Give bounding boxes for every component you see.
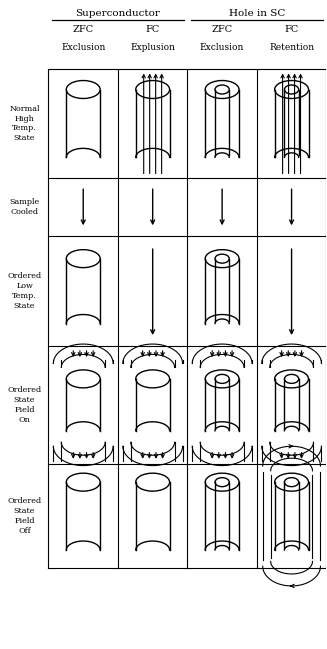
Bar: [66, 482, 100, 550]
Text: Ordered
State
Field
Off: Ordered State Field Off: [8, 497, 42, 535]
Text: ZFC: ZFC: [73, 25, 94, 34]
Text: Sample
Cooled: Sample Cooled: [9, 199, 40, 216]
Bar: [66, 259, 100, 323]
Bar: [275, 90, 308, 157]
Bar: [205, 90, 239, 157]
Text: Ordered
Low
Temp.
State: Ordered Low Temp. State: [8, 273, 42, 310]
Text: Retention: Retention: [269, 43, 314, 52]
Text: Ordered
State
Field
On: Ordered State Field On: [8, 386, 42, 424]
Bar: [205, 379, 239, 431]
Bar: [205, 482, 239, 550]
Text: Exclusion: Exclusion: [61, 43, 105, 52]
Text: Explusion: Explusion: [130, 43, 175, 52]
Bar: [136, 90, 170, 157]
Text: FC: FC: [284, 25, 299, 34]
Bar: [66, 90, 100, 157]
Text: Hole in SC: Hole in SC: [229, 8, 285, 18]
Bar: [66, 379, 100, 431]
Bar: [136, 482, 170, 550]
Text: Exclusion: Exclusion: [200, 43, 244, 52]
Text: ZFC: ZFC: [212, 25, 233, 34]
Bar: [275, 482, 308, 550]
Bar: [136, 379, 170, 431]
Text: Normal
High
Temp.
State: Normal High Temp. State: [9, 104, 40, 142]
Text: FC: FC: [146, 25, 160, 34]
Bar: [205, 259, 239, 323]
Bar: [275, 379, 308, 431]
Text: Superconductor: Superconductor: [76, 8, 160, 18]
